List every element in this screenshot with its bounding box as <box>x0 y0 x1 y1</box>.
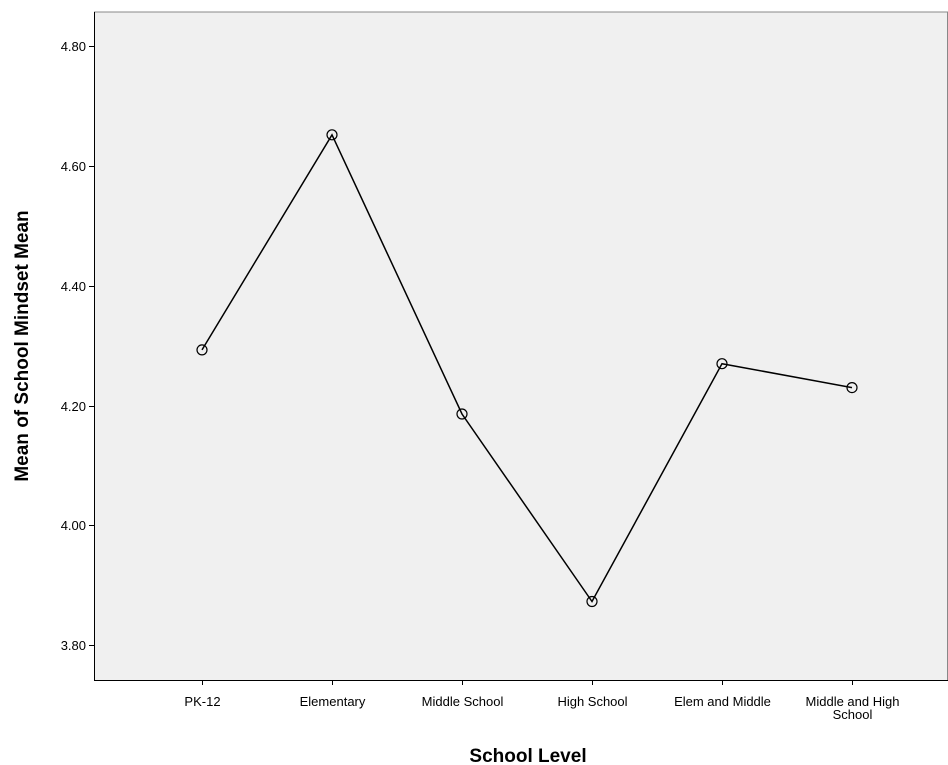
x-ticks: PK-12 Elementary Middle School High School E… <box>184 680 899 722</box>
x-axis-title: School Level <box>469 746 586 765</box>
x-tick-label: Elem and Middle <box>674 694 771 709</box>
y-axis-title: Mean of School Mindset Mean <box>12 210 33 481</box>
x-tick-label-line: Elementary <box>300 694 366 709</box>
plot-area <box>94 12 948 680</box>
data-point-marker <box>196 344 208 356</box>
data-point-marker <box>846 382 858 394</box>
y-tick-label: 4.80 <box>61 39 86 54</box>
data-point-marker <box>716 358 728 370</box>
data-point-marker <box>326 129 338 141</box>
x-tick-label-line: Middle and High <box>806 694 900 709</box>
series-markers <box>196 129 858 608</box>
x-tick-label-line: High School <box>557 694 627 709</box>
x-tick-label: High School <box>557 694 627 709</box>
x-tick-label-line: PK-12 <box>184 694 220 709</box>
x-tick-label-line: School <box>833 707 873 722</box>
y-tick-label: 4.60 <box>61 159 86 174</box>
data-point-marker <box>456 408 468 420</box>
x-tick-label: Elementary <box>300 694 366 709</box>
y-tick-label: 4.00 <box>61 518 86 533</box>
x-tick-label-line: Elem and Middle <box>674 694 771 709</box>
series-line <box>201 133 853 603</box>
y-tick-label: 4.20 <box>61 399 86 414</box>
data-point-marker <box>586 595 598 608</box>
x-tick-label: Middle and High School <box>806 694 900 722</box>
x-tick-label: PK-12 <box>184 694 220 709</box>
x-tick-label: Middle School <box>422 694 504 709</box>
x-tick-label-line: Middle School <box>422 694 504 709</box>
y-ticks: 3.80 4.00 4.20 4.40 4.60 4.80 <box>61 39 94 653</box>
y-tick-label: 4.40 <box>61 279 86 294</box>
y-tick-label: 3.80 <box>61 638 86 653</box>
